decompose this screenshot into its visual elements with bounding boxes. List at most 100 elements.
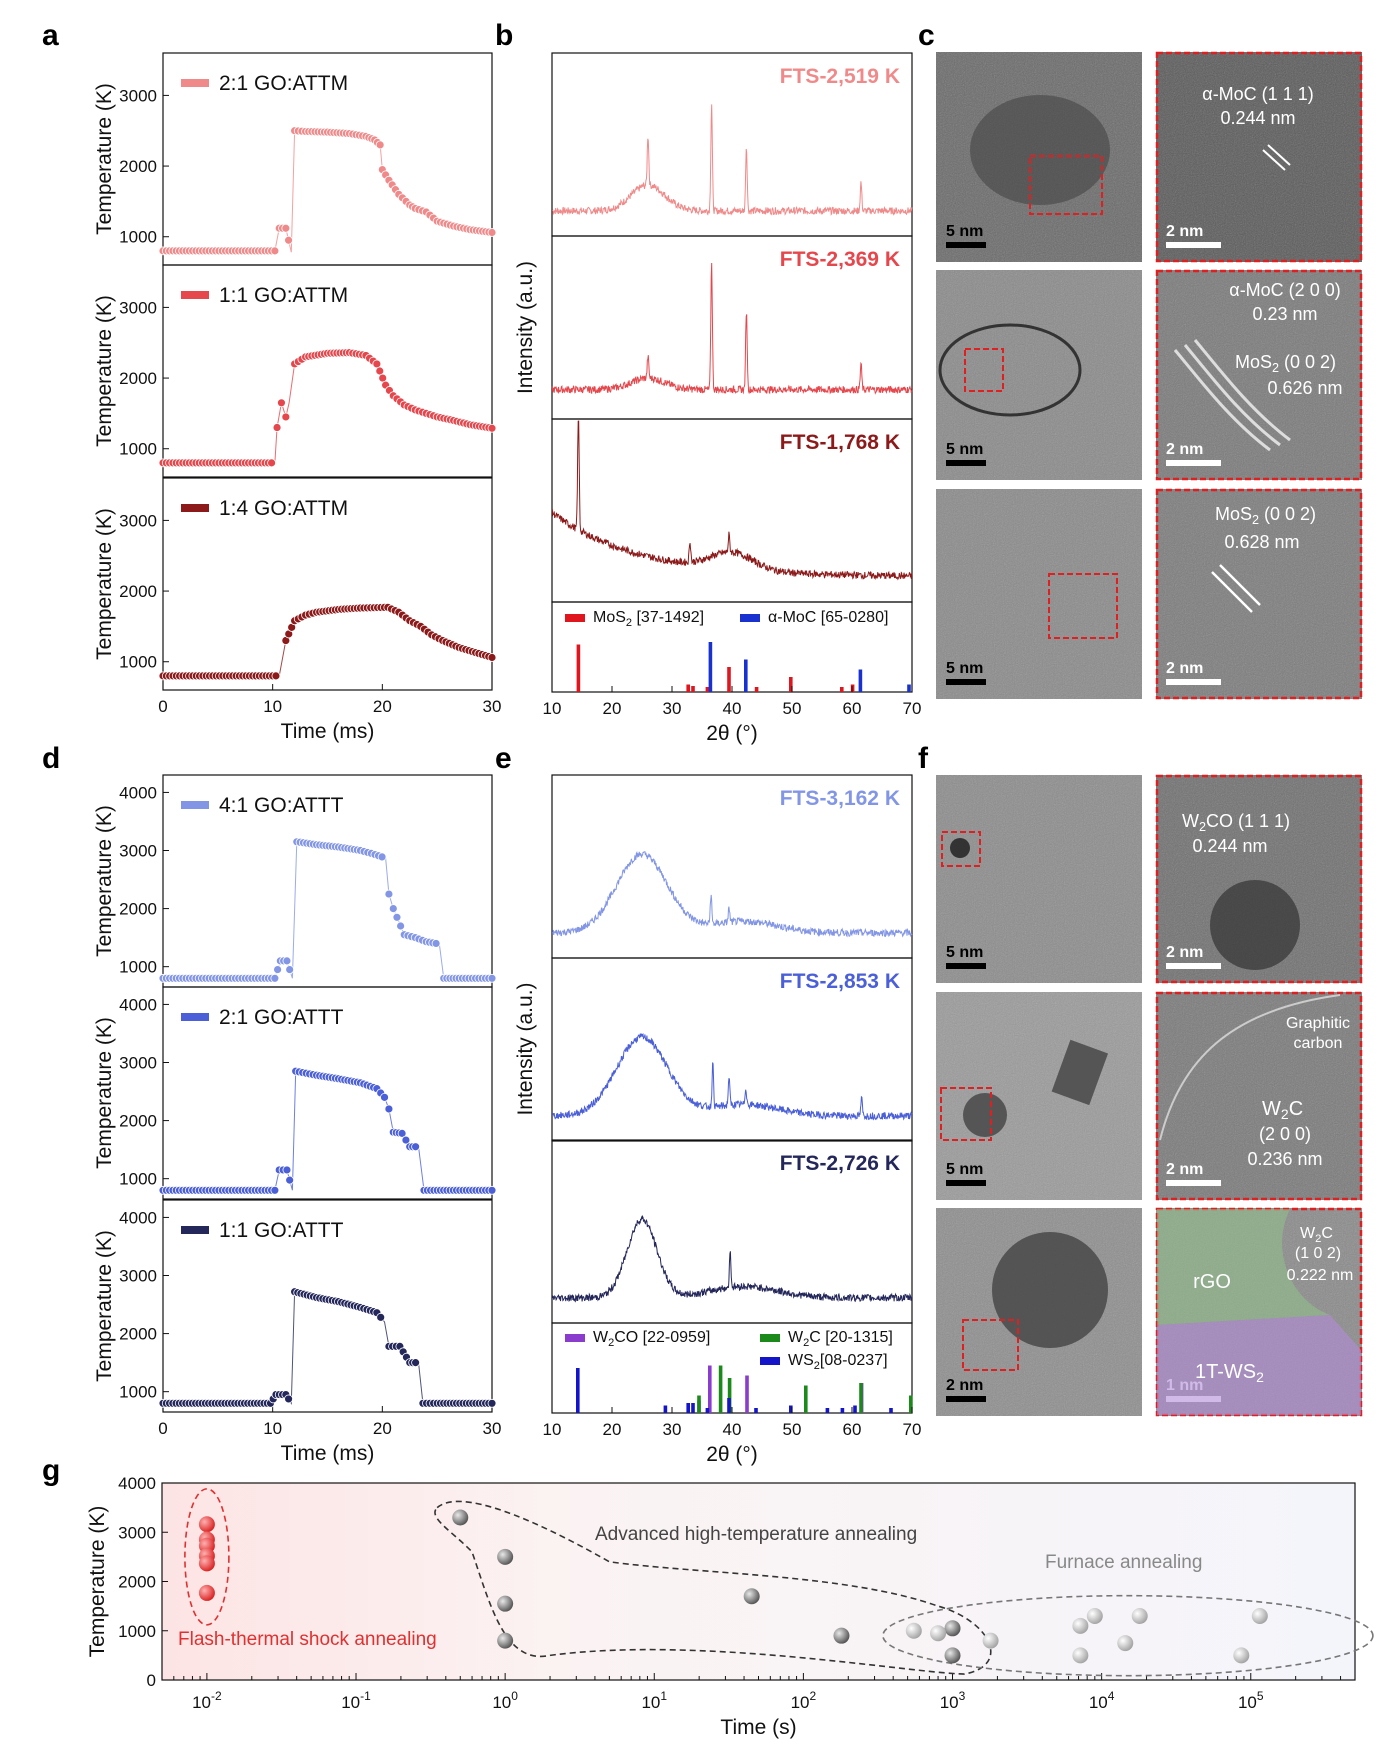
- reference-stick: [907, 684, 911, 692]
- subplot-frame: [162, 477, 493, 691]
- tem-overview-2: 5 nm: [936, 270, 1142, 480]
- x-tick-label: 0: [158, 697, 167, 716]
- data-point: [743, 1588, 760, 1605]
- trace-label: FTS-1,768 K: [780, 431, 900, 454]
- group-outline-advanced: [434, 1500, 992, 1675]
- scale-bar-label: 2 nm: [1166, 223, 1203, 240]
- y-tick-label: 4000: [119, 995, 157, 1014]
- y-tick-label: 1000: [119, 1170, 157, 1189]
- panel-letter-c: c: [918, 19, 935, 52]
- y-tick-label: 4000: [119, 1208, 157, 1227]
- panel-letter-g: g: [42, 1454, 60, 1487]
- data-point: [277, 398, 286, 408]
- series-line: [163, 1291, 492, 1405]
- data-point: [497, 1548, 514, 1565]
- tem-panel-c: 5 nm 2 nm 5 nm 2 nm 5 nm 2 nm α-MoC (1 1 1) 0.2…: [936, 51, 1363, 700]
- data-point: [198, 1555, 215, 1572]
- scale-bar: [946, 679, 986, 685]
- y-axis-label: Intensity (a.u.): [514, 982, 537, 1115]
- reference-stick: [858, 669, 863, 692]
- graphitic-layer: [1159, 994, 1341, 1141]
- data-point: [376, 1312, 386, 1322]
- x-tick-label: 10-1: [341, 1689, 371, 1712]
- scale-bar-label: 2 nm: [1166, 1161, 1203, 1178]
- zoom-frame: [1155, 774, 1363, 984]
- chart-g: 0 1000 2000 3000 4000 10-2 10-1 100 101 102 103 104…: [86, 1474, 1374, 1739]
- x-tick-label: 60: [843, 1420, 862, 1439]
- x-tick-label: 10: [263, 1419, 282, 1438]
- y-axis-label: Temperature (K): [93, 1017, 116, 1169]
- reference-stick: [727, 1378, 732, 1413]
- legend-label: 1:4 GO:ATTM: [219, 497, 348, 520]
- y-tick-label: 4000: [119, 783, 157, 802]
- lattice-annotation: W2C: [1300, 1225, 1333, 1245]
- data-point: [396, 921, 406, 931]
- series-line: [163, 1070, 492, 1191]
- x-tick-label: 70: [903, 699, 922, 718]
- y-tick-label: 3000: [119, 511, 157, 530]
- zoom-box: [940, 1087, 992, 1141]
- x-tick-label: 50: [783, 1420, 802, 1439]
- legend-swatch: [565, 614, 585, 622]
- tem-overview-2: 5 nm: [936, 992, 1142, 1200]
- lattice-annotation: 0.628 nm: [1224, 532, 1299, 552]
- reference-stick: [744, 659, 748, 692]
- x-tick-label: 10: [543, 1420, 562, 1439]
- data-point: [270, 973, 280, 983]
- lattice-annotation: α-MoC (1 1 1): [1202, 84, 1313, 104]
- x-tick-label: 10: [263, 697, 282, 716]
- x-axis-label: 2θ (°): [706, 1443, 758, 1466]
- scale-bar-label: 2 nm: [946, 1377, 983, 1394]
- x-axis-label: Time (ms): [281, 1442, 375, 1465]
- y-tick-label: 3000: [119, 1054, 157, 1073]
- zoom-box: [941, 831, 981, 867]
- y-tick-label: 2000: [118, 1573, 156, 1592]
- x-tick-label: 60: [843, 699, 862, 718]
- xrd-trace: [551, 850, 913, 938]
- data-point: [401, 1135, 411, 1145]
- reference-stick: [705, 1408, 710, 1413]
- data-point: [487, 423, 497, 433]
- data-point: [1117, 1635, 1134, 1652]
- legend-label: MoS2 [37-1492]: [593, 609, 704, 629]
- data-point: [270, 246, 280, 256]
- x-tick-label: 40: [723, 699, 742, 718]
- region-label: 1T-WS2: [1195, 1361, 1264, 1385]
- particle: [1210, 880, 1300, 970]
- data-point: [1131, 1607, 1148, 1624]
- x-tick-label: 105: [1238, 1689, 1264, 1712]
- scale-bar: [946, 1396, 986, 1402]
- legend-label: 2:1 GO:ATTT: [219, 1006, 344, 1029]
- particle: [950, 838, 970, 858]
- y-tick-label: 0: [147, 1671, 156, 1690]
- subplot-frame: [162, 264, 493, 478]
- x-tick-label: 30: [663, 699, 682, 718]
- data-point: [497, 1595, 514, 1612]
- region-label: rGO: [1193, 1271, 1231, 1293]
- y-tick-label: 4000: [118, 1474, 156, 1493]
- reference-stick: [727, 667, 731, 692]
- data-point: [285, 965, 295, 974]
- tem-overview-3: 5 nm: [936, 489, 1142, 699]
- x-axis-label: Time (ms): [281, 720, 375, 743]
- particle: [938, 323, 1082, 417]
- legend-swatch: [565, 1334, 585, 1342]
- legend-label: 1:1 GO:ATTT: [219, 1219, 344, 1242]
- y-tick-label: 2000: [119, 582, 157, 601]
- tem-zoom-3: 2 nm: [1155, 488, 1363, 700]
- data-point: [270, 1185, 280, 1195]
- data-point: [452, 1509, 469, 1526]
- tem-noise: [936, 489, 1142, 699]
- series-line: [163, 130, 493, 253]
- scale-bar-label: 2 nm: [1166, 441, 1203, 458]
- data-point: [384, 1104, 394, 1114]
- x-tick-label: 30: [663, 1420, 682, 1439]
- data-point: [944, 1620, 961, 1637]
- lattice-annotation: W2C: [1262, 1098, 1303, 1122]
- y-tick-label: 3000: [119, 86, 157, 105]
- legend-label: α-MoC [65-0280]: [768, 609, 888, 626]
- y-tick-label: 2000: [119, 1325, 157, 1344]
- plot-area: [161, 1482, 1356, 1681]
- y-tick-label: 1000: [118, 1622, 156, 1641]
